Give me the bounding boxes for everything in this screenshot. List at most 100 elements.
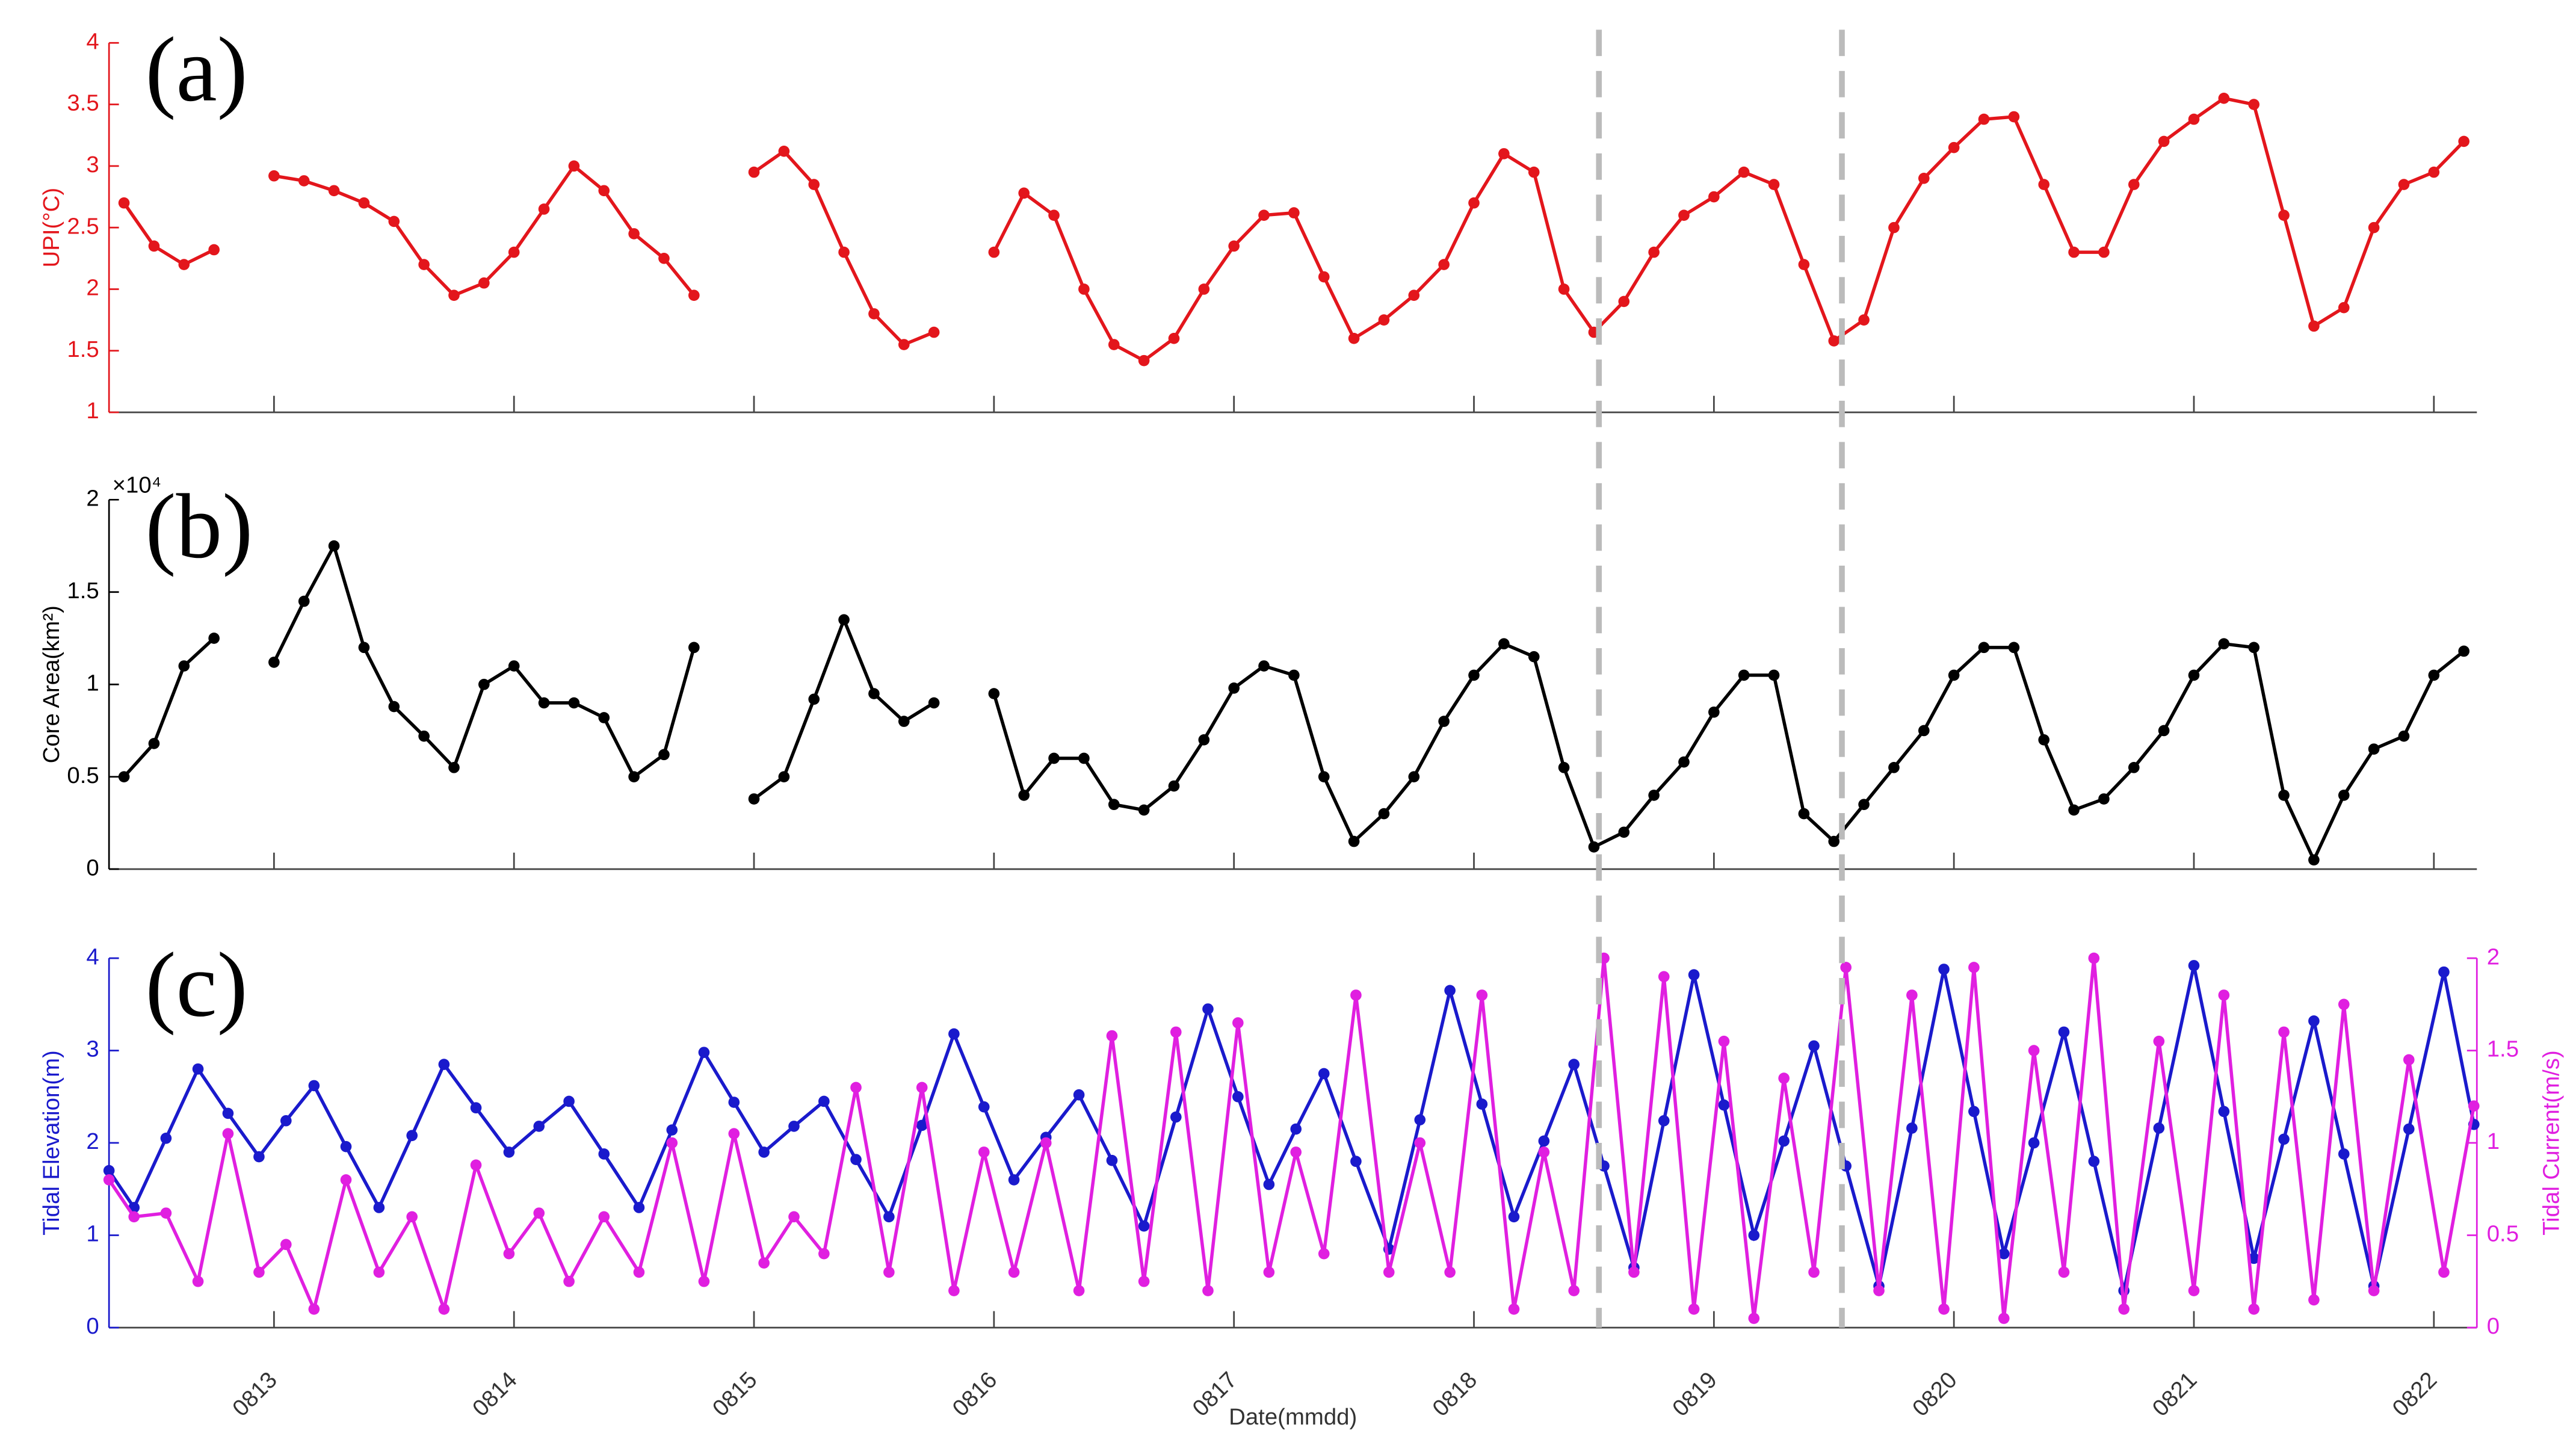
y-tick-label: 2.5 — [67, 213, 99, 239]
data-point — [688, 642, 700, 654]
data-point — [2338, 998, 2350, 1010]
data-point — [1078, 283, 1090, 295]
data-point — [898, 716, 910, 727]
data-point — [988, 246, 1000, 258]
data-point — [1228, 682, 1240, 694]
data-point — [2428, 166, 2440, 178]
data-point — [2218, 93, 2230, 104]
data-point — [568, 160, 580, 172]
data-point — [1538, 1135, 1550, 1147]
data-point — [628, 228, 640, 240]
data-point — [1906, 1122, 1918, 1134]
data-point — [160, 1133, 172, 1144]
data-point — [2458, 135, 2469, 147]
data-point — [1778, 1135, 1790, 1147]
y-tick-label: 1.5 — [67, 578, 99, 604]
data-point — [2248, 1303, 2260, 1315]
data-point — [1263, 1266, 1275, 1278]
data-point — [1018, 187, 1030, 199]
data-point — [1348, 332, 1360, 344]
data-point — [208, 633, 220, 644]
x-tick-label: 0815 — [708, 1367, 762, 1422]
data-point — [1198, 283, 1210, 295]
data-point — [948, 1028, 960, 1040]
data-point — [1978, 642, 1990, 654]
data-point — [538, 697, 550, 709]
data-point — [788, 1121, 800, 1132]
data-point — [1048, 752, 1060, 764]
data-point — [916, 1081, 928, 1094]
data-point — [103, 1174, 115, 1186]
data-point — [358, 642, 370, 654]
data-point — [1968, 962, 1980, 973]
y2-tick-label: 0 — [2487, 1313, 2500, 1339]
data-point — [253, 1266, 265, 1278]
data-point — [1198, 734, 1210, 746]
x-tick-label: 0814 — [468, 1367, 522, 1422]
data-point — [758, 1146, 770, 1158]
y-tick-label: 2 — [86, 275, 99, 301]
data-point — [1678, 209, 1690, 221]
data-point — [1258, 660, 1270, 672]
x-tick-label: 0822 — [2388, 1367, 2442, 1422]
data-point — [538, 203, 550, 215]
data-point — [2278, 209, 2290, 221]
data-point — [1350, 1156, 1362, 1168]
data-point — [1168, 780, 1180, 792]
data-point — [2278, 1026, 2290, 1038]
data-point — [1678, 756, 1690, 768]
panel-label: (b) — [145, 475, 253, 578]
data-point — [280, 1239, 292, 1251]
data-point — [928, 326, 940, 338]
data-point — [2368, 1285, 2380, 1296]
data-point — [698, 1047, 710, 1058]
y-tick-label: 0 — [86, 1313, 99, 1339]
data-point — [2308, 1294, 2320, 1306]
data-point — [2188, 960, 2200, 971]
data-point — [1840, 962, 1852, 973]
data-point — [2308, 1015, 2320, 1027]
y-tick-label: 3.5 — [67, 90, 99, 116]
data-point — [808, 179, 820, 190]
data-point — [1438, 259, 1450, 270]
data-point — [2438, 966, 2450, 978]
data-point — [1938, 964, 1950, 975]
data-point — [2218, 989, 2230, 1001]
data-point — [2438, 1266, 2450, 1278]
data-point — [2028, 1137, 2040, 1149]
data-point — [1538, 1146, 1550, 1158]
data-point — [1378, 314, 1390, 326]
y-tick-label: 3 — [86, 152, 99, 178]
data-point — [280, 1115, 292, 1127]
data-point — [818, 1095, 830, 1107]
series-line — [123, 541, 2465, 864]
data-point — [1414, 1114, 1426, 1125]
data-point — [2468, 1100, 2480, 1112]
data-point — [2098, 246, 2110, 258]
data-point — [1708, 706, 1720, 718]
data-point — [1648, 246, 1660, 258]
data-point — [1202, 1003, 1214, 1015]
y-tick-label: 4 — [86, 944, 99, 970]
data-point — [2308, 854, 2320, 866]
data-point — [598, 185, 610, 197]
data-point — [1498, 148, 1510, 159]
data-point — [1138, 354, 1150, 367]
data-point — [1778, 1072, 1790, 1084]
x-tick-label: 0820 — [1907, 1367, 1962, 1422]
data-point — [118, 197, 130, 209]
panel-label: (c) — [145, 934, 247, 1036]
data-point — [2098, 793, 2110, 805]
data-point — [2038, 179, 2050, 190]
data-point — [1558, 762, 1570, 773]
y-tick-label: 2 — [86, 1128, 99, 1154]
data-point — [1263, 1178, 1275, 1190]
data-point — [1228, 240, 1240, 252]
data-point — [1078, 752, 1090, 764]
data-point — [563, 1275, 575, 1287]
data-point — [1948, 669, 1960, 681]
data-point — [838, 246, 850, 258]
data-point — [308, 1080, 320, 1092]
data-point — [563, 1095, 575, 1107]
y2-tick-label: 0.5 — [2487, 1221, 2519, 1247]
